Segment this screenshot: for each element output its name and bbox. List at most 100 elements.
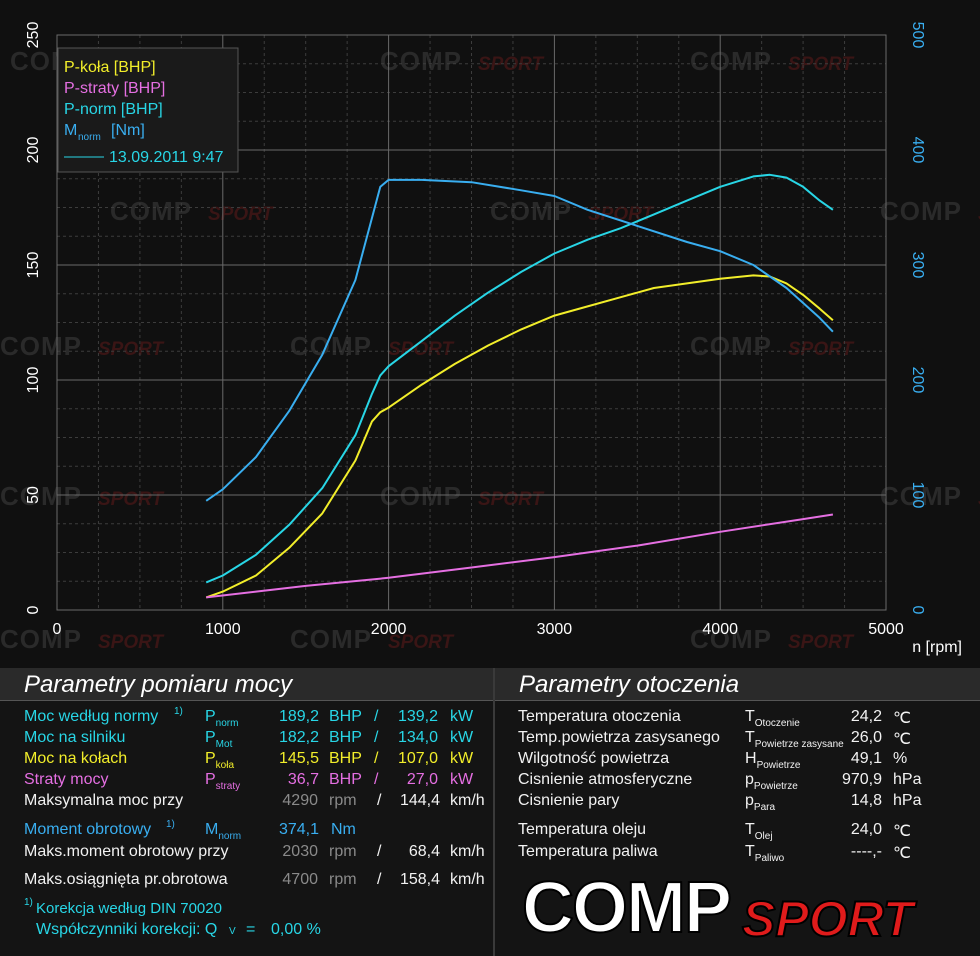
watermark-sport: SPORT bbox=[478, 489, 545, 510]
power-row-label: Moc na silniku bbox=[24, 729, 126, 746]
power-row-value-kw: 27,0 bbox=[406, 771, 438, 788]
y-right-tick-label: 400 bbox=[909, 137, 926, 164]
y-left-tick-label: 200 bbox=[25, 137, 42, 164]
ambient-row-symbol-letter: T bbox=[745, 843, 755, 860]
chart-svg: COMP SPORT COMP SPORT COMP SPORT COMP SPORT COMP… bbox=[0, 22, 980, 656]
correction-factor-sub: V bbox=[229, 926, 236, 937]
compsport-logo: COMP SPORT bbox=[521, 870, 919, 949]
max-torque-at-label: Maks.moment obrotowy przy bbox=[24, 843, 229, 860]
legend-entry-torque-unit: [Nm] bbox=[111, 122, 145, 139]
max-power-at-rpm-unit: rpm bbox=[329, 792, 357, 809]
ambient-row-label: Temperatura paliwa bbox=[518, 843, 658, 860]
ambient-panel-title: Parametry otoczenia bbox=[519, 671, 740, 698]
ambient-row-symbol: HPowietrze bbox=[745, 750, 801, 771]
watermark-sport: SPORT bbox=[788, 339, 855, 360]
power-row-value: 145,5 bbox=[278, 750, 319, 767]
max-power-at-speed: 144,4 bbox=[399, 792, 440, 809]
series-line-2 bbox=[205, 173, 834, 584]
watermark-sport: SPORT bbox=[98, 339, 165, 360]
watermark-sport: SPORT bbox=[208, 204, 275, 225]
max-torque-at-rpm: 2030 bbox=[282, 843, 318, 860]
ambient-row-symbol-subscript: Para bbox=[753, 802, 776, 813]
ambient-row-symbol-subscript: Powietrze zasysane bbox=[754, 739, 844, 750]
ambient-row-symbol-subscript: Paliwo bbox=[754, 853, 785, 864]
ambient-row-label: Temperatura otoczenia bbox=[518, 708, 681, 725]
power-row-value-kw: 134,0 bbox=[397, 729, 438, 746]
y-right-tick-label: 0 bbox=[909, 606, 926, 615]
ambient-row-value: 49,1 bbox=[850, 750, 882, 767]
torque-label: Moment obrotowy bbox=[24, 821, 152, 838]
watermark-comp: COMP bbox=[110, 196, 192, 226]
watermark-sport: SPORT bbox=[978, 204, 980, 225]
ambient-row-label: Wilgotność powietrza bbox=[518, 750, 670, 767]
power-row-symbol-subscript: koła bbox=[215, 760, 235, 771]
ambient-panel-header: Parametry otoczenia bbox=[495, 668, 980, 701]
max-power-at-speed-unit: km/h bbox=[450, 792, 485, 809]
ambient-row-symbol-subscript: Powietrze bbox=[756, 760, 801, 771]
max-torque-at-speed-unit: km/h bbox=[450, 843, 485, 860]
y-right-tick-label: 100 bbox=[909, 482, 926, 509]
torque-value: 374,1 bbox=[278, 821, 319, 838]
watermark-comp: COMP bbox=[0, 481, 82, 511]
correction-factor-equals: = bbox=[246, 921, 256, 938]
power-row-symbol: Pkoła bbox=[205, 750, 235, 771]
ambient-row-symbol-subscript: Olej bbox=[754, 831, 773, 842]
power-row-symbol-letter: P bbox=[205, 729, 216, 746]
watermark-comp: COMP bbox=[880, 196, 962, 226]
torque-note: 1) bbox=[166, 819, 175, 830]
power-row-unit-kw: kW bbox=[450, 750, 474, 767]
ambient-row-unit: ℃ bbox=[893, 823, 911, 840]
y-left-tick-label: 100 bbox=[25, 367, 42, 394]
x-tick-label: 3000 bbox=[537, 621, 573, 638]
ambient-row-symbol-letter: T bbox=[745, 708, 755, 725]
max-power-at-rpm: 4290 bbox=[282, 792, 318, 809]
x-tick-label: 2000 bbox=[371, 621, 407, 638]
ambient-row-symbol-letter: p bbox=[745, 771, 754, 788]
power-row-unit-bhp: BHP bbox=[329, 729, 362, 746]
y-left-tick-label: 0 bbox=[25, 605, 42, 614]
legend-entry: P-koła [BHP] bbox=[64, 59, 156, 76]
power-row-value: 36,7 bbox=[287, 771, 319, 788]
ambient-row-label: Temperatura oleju bbox=[518, 821, 647, 838]
torque-symbol: Mnorm bbox=[205, 821, 242, 842]
correction-factor-label: Współczynniki korekcji: Q bbox=[36, 921, 218, 938]
power-row-unit-bhp: BHP bbox=[329, 750, 362, 767]
watermark-sport: SPORT bbox=[588, 204, 655, 225]
power-row-separator: / bbox=[374, 708, 379, 725]
power-row-label: Moc na kołach bbox=[24, 750, 128, 767]
ambient-row-symbol: TOtoczenie bbox=[745, 708, 800, 729]
max-rpm-speed: 158,4 bbox=[399, 871, 440, 888]
ambient-row-symbol-subscript: Otoczenie bbox=[754, 718, 800, 729]
max-rpm-speed-unit: km/h bbox=[450, 871, 485, 888]
power-row-symbol: Pnorm bbox=[205, 708, 238, 729]
watermark-sport: SPORT bbox=[388, 632, 455, 653]
power-panel-title: Parametry pomiaru mocy bbox=[24, 671, 293, 698]
legend-entry-torque: M bbox=[64, 122, 77, 139]
ambient-row-value: 24,0 bbox=[850, 821, 882, 838]
watermark-comp: COMP bbox=[690, 624, 772, 654]
torque-symbol-subscript: norm bbox=[218, 831, 242, 842]
watermark-sport: SPORT bbox=[98, 632, 165, 653]
correction-note: 1) bbox=[24, 897, 33, 908]
series-line-1 bbox=[206, 513, 834, 599]
ambient-row-unit: % bbox=[893, 750, 908, 767]
y-right-tick-label: 300 bbox=[909, 252, 926, 279]
watermark-comp: COMP bbox=[490, 196, 572, 226]
x-tick-label: 5000 bbox=[868, 621, 904, 638]
watermark-sport: SPORT bbox=[978, 489, 980, 510]
max-torque-at-separator: / bbox=[377, 843, 382, 860]
power-panel-header: Parametry pomiaru mocy bbox=[0, 668, 493, 701]
y-right-tick-label: 500 bbox=[909, 22, 926, 49]
max-rpm-separator: / bbox=[377, 871, 382, 888]
watermark-comp: COMP bbox=[690, 46, 772, 76]
y-left-tick-label: 250 bbox=[25, 22, 42, 49]
power-row-symbol: Pstraty bbox=[205, 771, 240, 792]
power-row-label: Straty mocy bbox=[24, 771, 109, 788]
watermark-comp: COMP bbox=[0, 624, 82, 654]
y-left-tick-label: 150 bbox=[25, 252, 42, 279]
ambient-row-symbol: pPowietrze bbox=[745, 771, 798, 792]
legend-entry-torque-sub: norm bbox=[78, 132, 101, 143]
power-row-unit-kw: kW bbox=[450, 708, 474, 725]
watermark-comp: COMP bbox=[690, 331, 772, 361]
power-row-unit-kw: kW bbox=[450, 729, 474, 746]
